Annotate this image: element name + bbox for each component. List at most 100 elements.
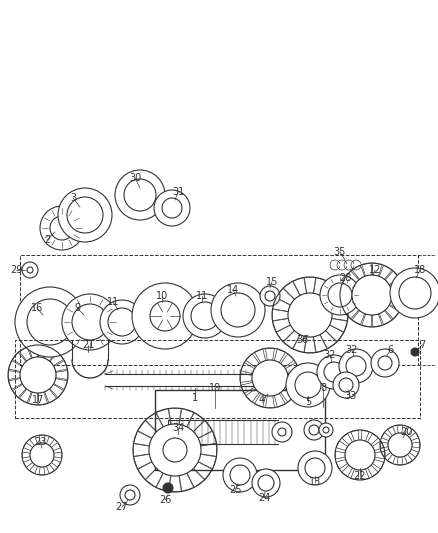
Text: 21: 21 bbox=[82, 340, 94, 350]
Circle shape bbox=[320, 275, 360, 315]
Text: 10: 10 bbox=[156, 291, 168, 301]
Circle shape bbox=[50, 216, 74, 240]
Text: 12: 12 bbox=[369, 265, 381, 275]
Circle shape bbox=[183, 294, 227, 338]
Circle shape bbox=[27, 267, 33, 273]
Circle shape bbox=[20, 357, 56, 393]
Circle shape bbox=[154, 190, 190, 226]
Bar bbox=[15, 340, 420, 418]
Text: 23: 23 bbox=[34, 437, 46, 447]
Circle shape bbox=[317, 355, 351, 389]
Text: 33: 33 bbox=[344, 391, 356, 401]
Circle shape bbox=[399, 277, 431, 309]
Circle shape bbox=[260, 286, 280, 306]
Circle shape bbox=[339, 378, 353, 392]
Circle shape bbox=[288, 293, 332, 337]
Text: 3: 3 bbox=[70, 193, 76, 203]
Circle shape bbox=[323, 427, 329, 433]
Text: 19: 19 bbox=[209, 383, 221, 393]
Circle shape bbox=[132, 283, 198, 349]
Text: 36: 36 bbox=[296, 335, 308, 345]
Text: 7: 7 bbox=[419, 340, 425, 350]
Text: 11: 11 bbox=[107, 297, 119, 307]
Text: 9: 9 bbox=[74, 303, 80, 313]
Circle shape bbox=[163, 483, 173, 493]
Text: 17: 17 bbox=[32, 395, 44, 405]
Text: 32: 32 bbox=[324, 350, 336, 360]
Circle shape bbox=[124, 179, 156, 211]
Circle shape bbox=[286, 363, 330, 407]
Text: 1: 1 bbox=[192, 393, 198, 403]
Circle shape bbox=[345, 440, 375, 470]
Text: 34: 34 bbox=[172, 423, 184, 433]
Text: 22: 22 bbox=[354, 471, 366, 481]
Circle shape bbox=[278, 428, 286, 436]
Circle shape bbox=[252, 469, 280, 497]
Circle shape bbox=[211, 283, 265, 337]
Circle shape bbox=[328, 283, 352, 307]
Text: 32: 32 bbox=[346, 345, 358, 355]
Circle shape bbox=[191, 302, 219, 330]
Text: 30: 30 bbox=[129, 173, 141, 183]
Circle shape bbox=[388, 433, 412, 457]
Text: 11: 11 bbox=[196, 291, 208, 301]
Circle shape bbox=[221, 293, 255, 327]
Circle shape bbox=[67, 197, 103, 233]
Text: 25: 25 bbox=[229, 485, 241, 495]
Text: 13: 13 bbox=[309, 477, 321, 487]
Circle shape bbox=[309, 425, 319, 435]
Circle shape bbox=[352, 275, 392, 315]
Circle shape bbox=[346, 356, 366, 376]
Circle shape bbox=[390, 268, 438, 318]
Text: 6: 6 bbox=[387, 345, 393, 355]
Text: 27: 27 bbox=[116, 502, 128, 512]
Circle shape bbox=[252, 360, 288, 396]
Circle shape bbox=[339, 349, 373, 383]
Circle shape bbox=[30, 443, 54, 467]
Text: 5: 5 bbox=[305, 397, 311, 407]
Circle shape bbox=[272, 422, 292, 442]
Circle shape bbox=[62, 294, 118, 350]
Text: 16: 16 bbox=[31, 303, 43, 313]
Circle shape bbox=[15, 287, 85, 357]
Text: 18: 18 bbox=[414, 265, 426, 275]
Circle shape bbox=[223, 458, 257, 492]
Text: 29: 29 bbox=[10, 265, 22, 275]
Circle shape bbox=[27, 299, 73, 345]
Circle shape bbox=[324, 362, 344, 382]
Text: 20: 20 bbox=[400, 427, 412, 437]
Circle shape bbox=[230, 465, 250, 485]
Circle shape bbox=[125, 490, 135, 500]
Circle shape bbox=[149, 424, 201, 476]
Circle shape bbox=[298, 451, 332, 485]
Circle shape bbox=[319, 423, 333, 437]
Text: 35: 35 bbox=[334, 247, 346, 257]
Text: 26: 26 bbox=[159, 495, 171, 505]
Circle shape bbox=[378, 356, 392, 370]
Circle shape bbox=[162, 198, 182, 218]
Circle shape bbox=[115, 170, 165, 220]
Circle shape bbox=[108, 308, 136, 336]
Circle shape bbox=[371, 349, 399, 377]
Text: 28: 28 bbox=[339, 273, 351, 283]
Text: 14: 14 bbox=[227, 285, 239, 295]
Circle shape bbox=[58, 188, 112, 242]
Circle shape bbox=[295, 372, 321, 398]
Circle shape bbox=[411, 348, 419, 356]
Circle shape bbox=[40, 206, 84, 250]
Circle shape bbox=[72, 304, 108, 340]
Text: 31: 31 bbox=[172, 187, 184, 197]
Circle shape bbox=[258, 475, 274, 491]
Circle shape bbox=[100, 300, 144, 344]
Text: 8: 8 bbox=[320, 383, 326, 393]
Circle shape bbox=[333, 372, 359, 398]
Text: 2: 2 bbox=[44, 235, 50, 245]
Circle shape bbox=[304, 420, 324, 440]
Bar bbox=[20, 255, 418, 365]
Text: 24: 24 bbox=[258, 493, 270, 503]
Circle shape bbox=[305, 458, 325, 478]
Circle shape bbox=[120, 485, 140, 505]
Text: 15: 15 bbox=[266, 277, 278, 287]
Bar bbox=[155, 390, 325, 470]
Circle shape bbox=[265, 291, 275, 301]
